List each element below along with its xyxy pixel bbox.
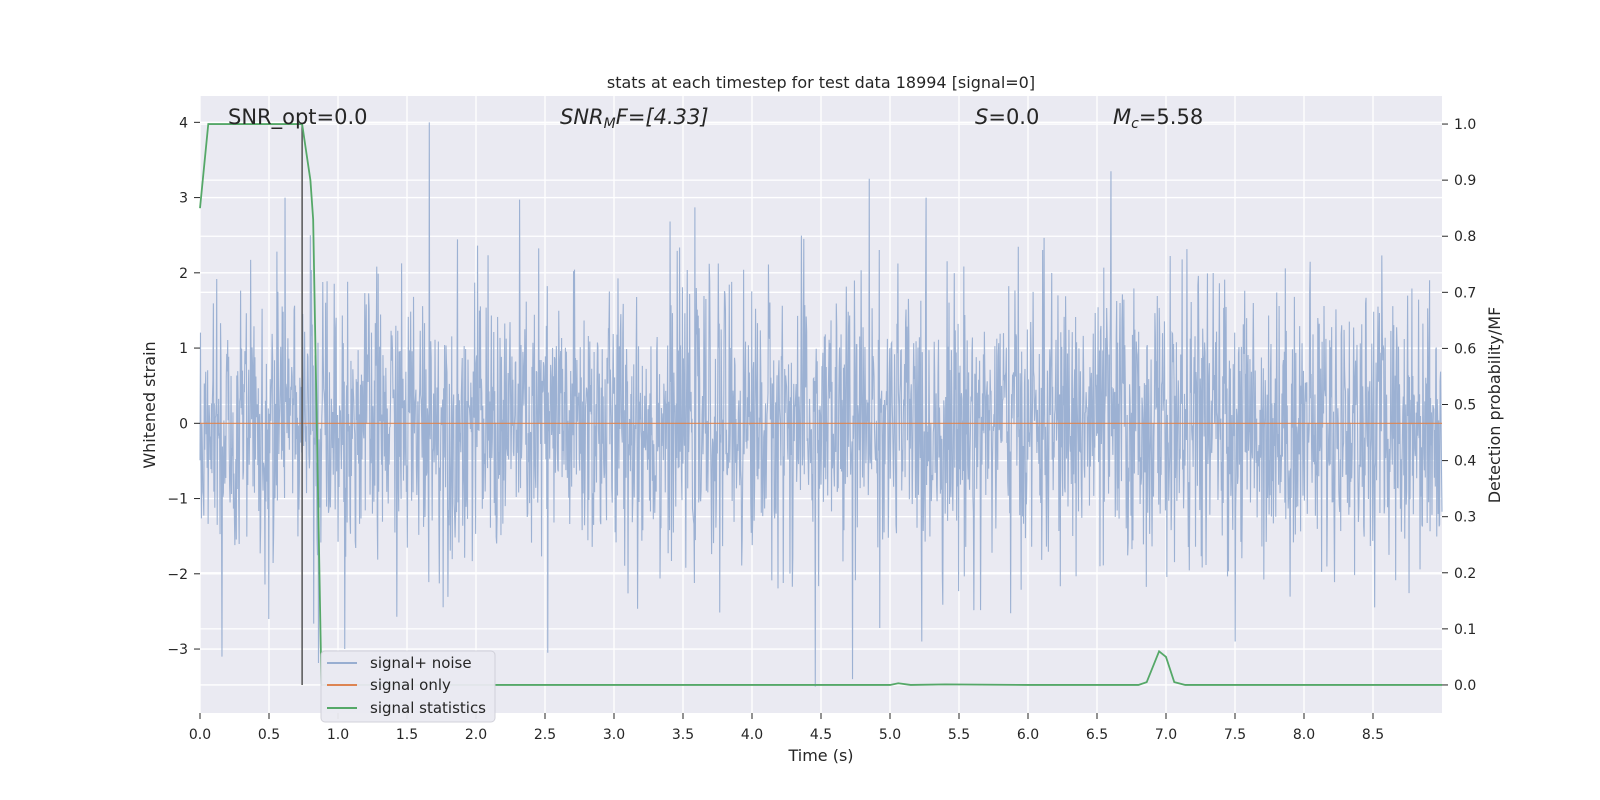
y-tick-label-right: 0.9 (1454, 173, 1476, 189)
y-tick-label-right: 0.0 (1454, 678, 1476, 694)
x-tick-label: 3.0 (603, 727, 625, 743)
x-tick-label: 4.0 (741, 727, 763, 743)
x-tick-label: 8.0 (1293, 727, 1315, 743)
legend-box (320, 650, 496, 723)
legend-label-signal-only: signal only (370, 676, 451, 694)
legend: signal+ noise signal only signal statist… (320, 650, 496, 723)
x-tick-label: 6.0 (1017, 727, 1039, 743)
x-tick-label: 5.0 (879, 727, 901, 743)
y-tick-label-right: 0.8 (1454, 229, 1476, 245)
x-tick-label: 7.5 (1224, 727, 1246, 743)
y-tick-label-left: −2 (167, 567, 188, 583)
x-tick-label: 1.5 (396, 727, 418, 743)
x-tick-label: 0.5 (258, 727, 280, 743)
x-tick-label: 5.5 (948, 727, 970, 743)
annotation-s: S=0.0 (975, 105, 1039, 129)
y-tick-label-left: 4 (179, 115, 188, 131)
annotation-mc: Mc=5.58 (1113, 105, 1203, 132)
y-tick-label-left: 2 (179, 266, 188, 282)
legend-label-signal-statistics: signal statistics (370, 699, 486, 717)
y-tick-label-left: 3 (179, 191, 188, 207)
x-tick-label: 8.5 (1362, 727, 1384, 743)
y-tick-label-right: 0.2 (1454, 566, 1476, 582)
annotation-snr-mf: SNRMF=[4.33] (560, 105, 709, 132)
y-tick-label-right: 0.4 (1454, 454, 1476, 470)
x-tick-label: 3.5 (672, 727, 694, 743)
x-tick-label: 0.0 (189, 727, 211, 743)
x-tick-label: 6.5 (1086, 727, 1108, 743)
x-tick-label: 1.0 (327, 727, 349, 743)
series-signal-statistics (199, 123, 1442, 686)
series-signal-noise (199, 122, 1443, 687)
x-ticks: 0.0 0.5 1.0 1.5 2.0 2.5 3.0 3.5 4.0 4.5 5.0 5.5 6.0 6… (189, 713, 1384, 743)
legend-label-signal-noise: signal+ noise (370, 654, 472, 672)
chart-title: stats at each timestep for test data 189… (607, 73, 1035, 92)
y-tick-label-right: 0.6 (1454, 341, 1476, 357)
y-tick-label-left: 0 (179, 416, 188, 432)
x-tick-label: 2.5 (534, 727, 556, 743)
y-tick-label-left: 1 (179, 341, 188, 357)
x-tick-label: 7.0 (1155, 727, 1177, 743)
x-tick-label: 4.5 (810, 727, 832, 743)
y-tick-label-right: 0.3 (1454, 510, 1476, 526)
y-tick-label-right: 0.7 (1454, 285, 1476, 301)
y-tick-label-left: −1 (167, 492, 188, 508)
y-axis-label-left: Whitened strain (140, 341, 159, 468)
y-axis-label-right: Detection probability/MF (1485, 307, 1504, 504)
y-ticks-left: 4 3 2 1 0 −1 −2 −3 (167, 115, 200, 658)
x-axis-label: Time (s) (787, 746, 853, 765)
y-tick-label-right: 0.5 (1454, 398, 1476, 414)
y-tick-label-left: −3 (167, 642, 188, 658)
y-tick-label-right: 0.1 (1454, 622, 1476, 638)
x-tick-label: 2.0 (465, 727, 487, 743)
y-ticks-right: 1.0 0.9 0.8 0.7 0.6 0.5 0.4 0.3 0.2 0.1 0.0 (1442, 117, 1476, 694)
y-tick-label-right: 1.0 (1454, 117, 1476, 133)
annotation-snr-opt: SNR_opt=0.0 (228, 105, 368, 130)
noise-trace (199, 122, 1443, 687)
